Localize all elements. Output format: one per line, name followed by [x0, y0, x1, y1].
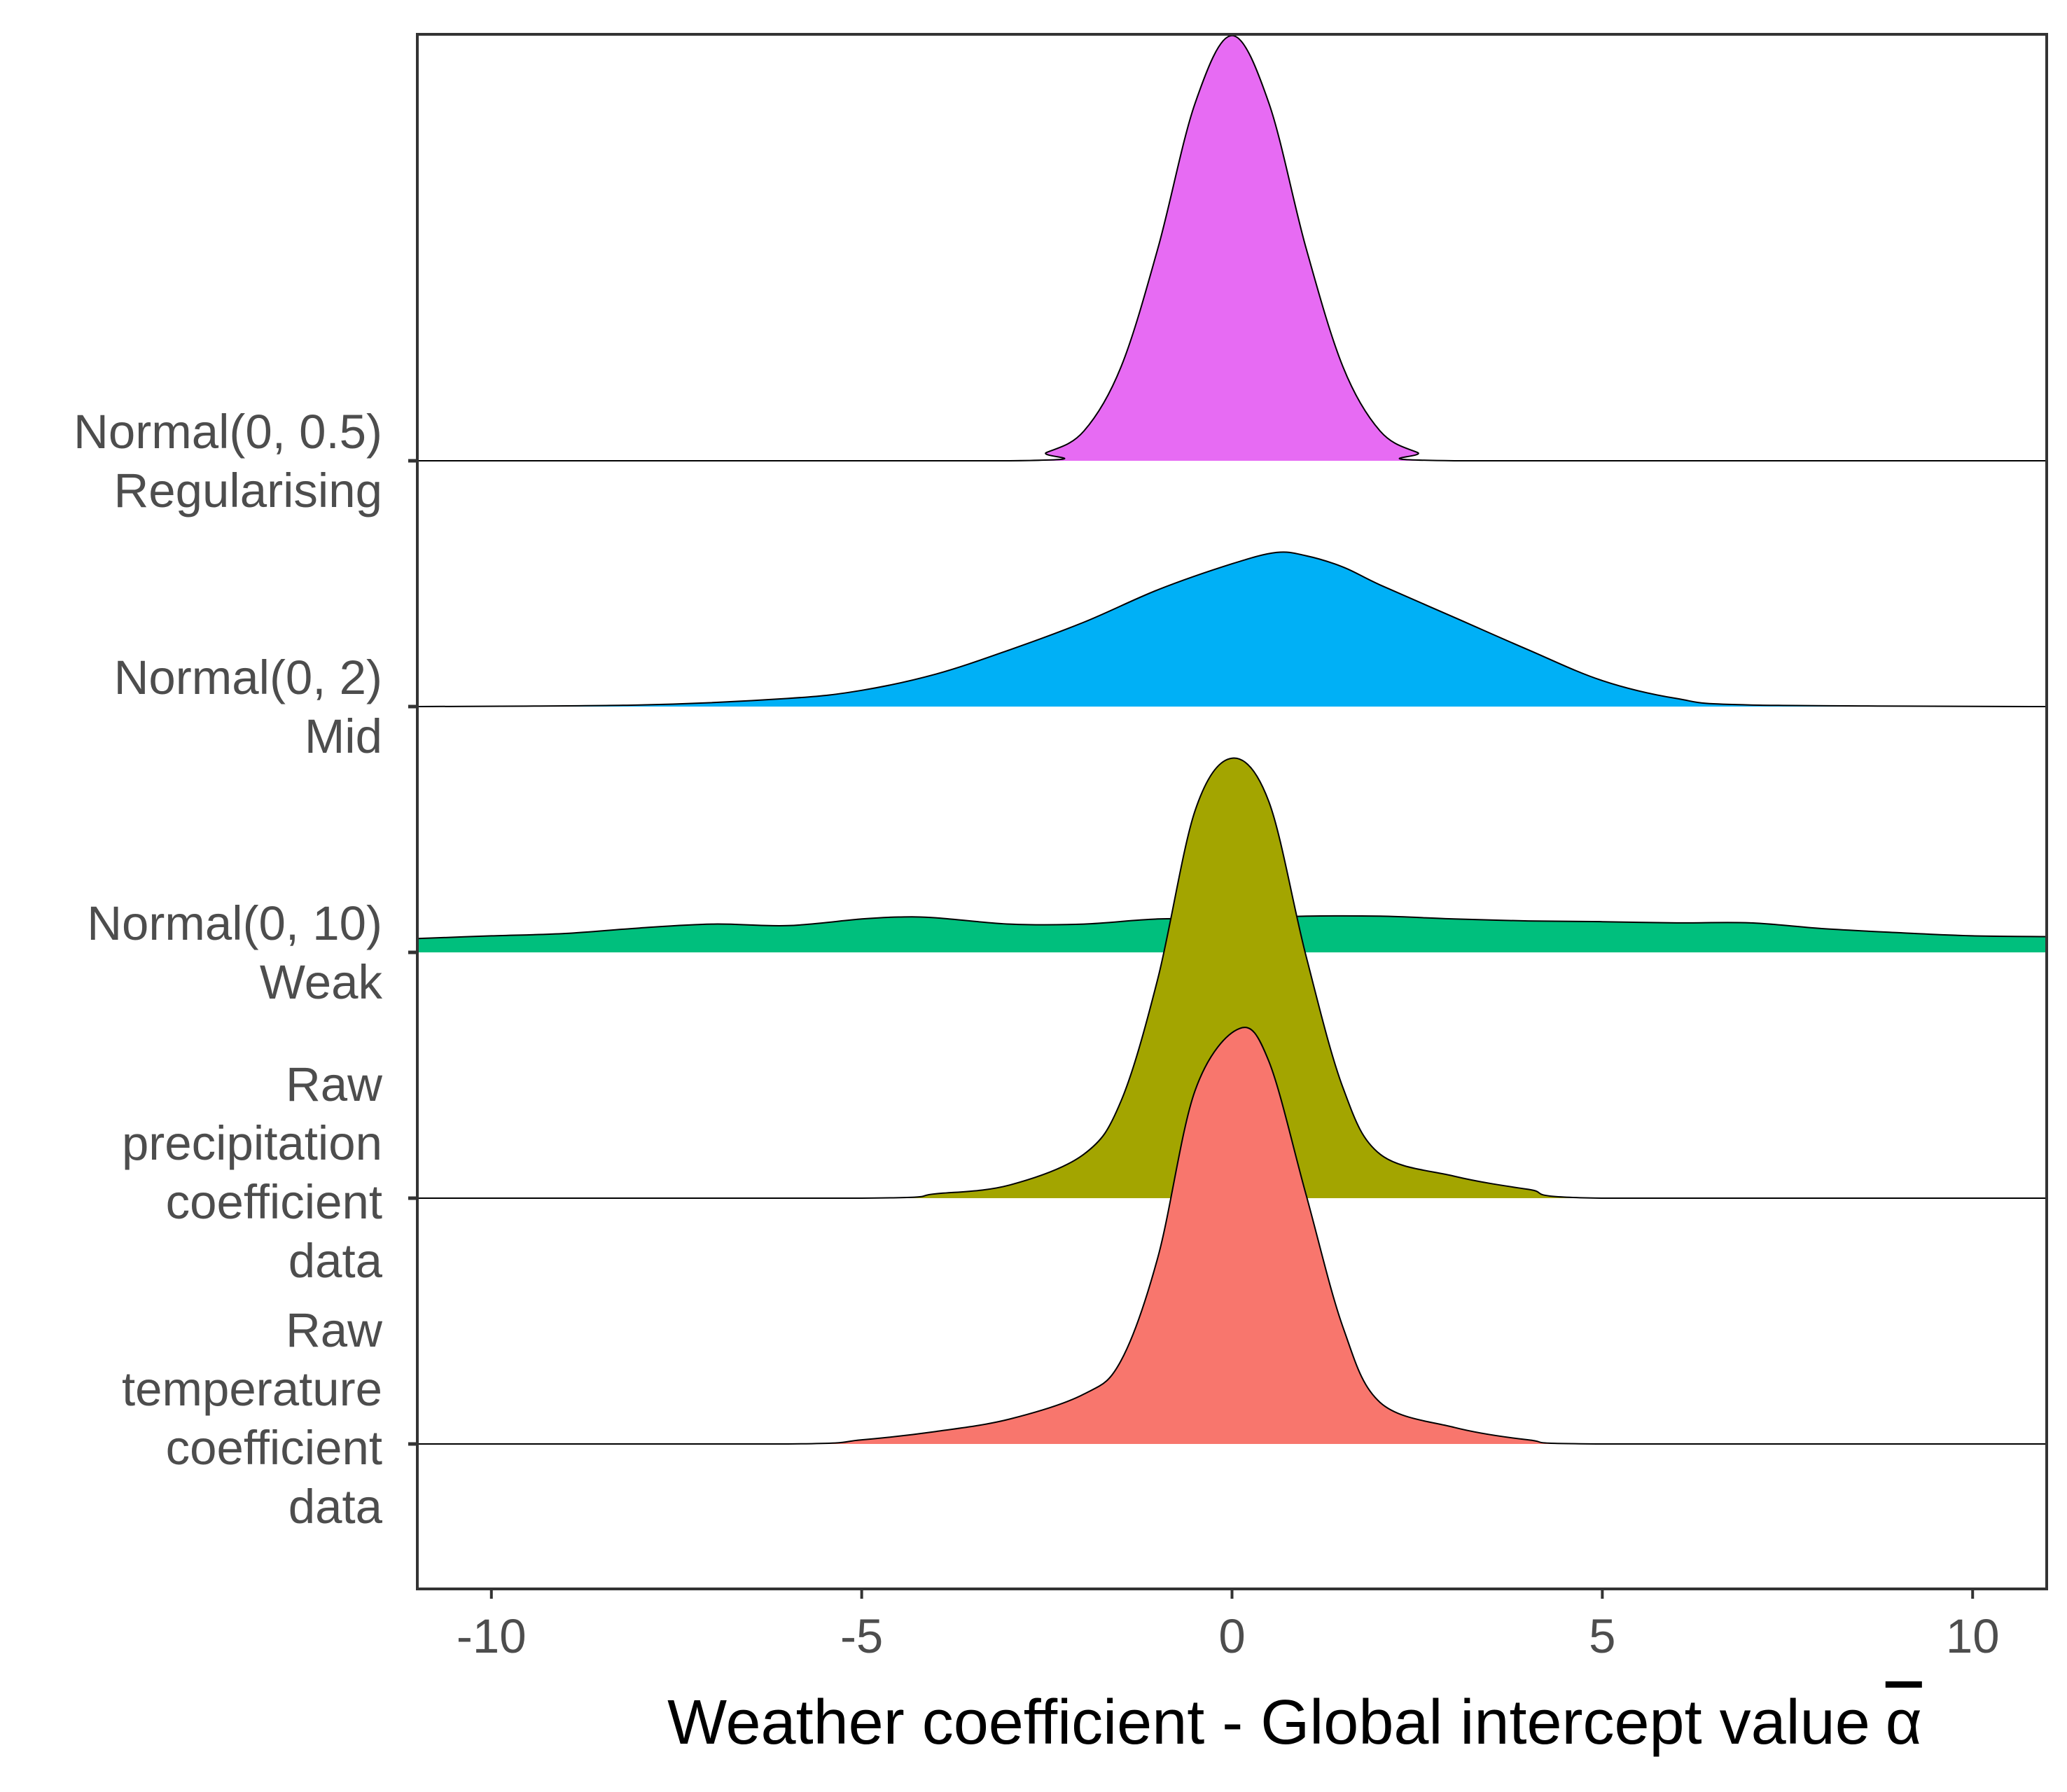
- ridge-area-1: [417, 35, 2047, 461]
- x-tick-label: -10: [457, 1609, 527, 1663]
- ridge-outline-4: [417, 757, 2047, 1200]
- y-tick-label-line: Normal(0, 0.5): [74, 405, 382, 459]
- y-tick-label-line: Normal(0, 10): [87, 896, 382, 950]
- y-tick-label-line: data: [288, 1234, 383, 1288]
- y-tick-label: Normal(0, 10) Weak: [87, 896, 382, 1009]
- y-tick-label: Raw temperature coefficient data: [122, 1303, 383, 1534]
- y-tick-label-line: Raw: [286, 1057, 382, 1111]
- y-tick-label-line: Mid: [305, 709, 382, 763]
- y-tick-label: Raw precipitation coefficient data: [122, 1057, 383, 1288]
- x-tick-label: 10: [1946, 1609, 2000, 1663]
- alpha-bar-symbol: α: [1886, 1688, 1922, 1758]
- ridge-outline-2: [417, 551, 2047, 707]
- y-tick-label-line: Normal(0, 2): [114, 651, 382, 704]
- y-tick-label-line: temperature: [122, 1362, 382, 1416]
- x-axis-title-text: Weather coefficient - Global intercept v…: [667, 1688, 1870, 1758]
- x-axis-title: Weather coefficient - Global intercept v…: [667, 1688, 1922, 1758]
- x-tick-label: 0: [1218, 1609, 1245, 1663]
- y-tick-label: Normal(0, 0.5) Regularising: [74, 405, 382, 518]
- y-tick-label: Normal(0, 2) Mid: [114, 651, 382, 763]
- x-tick-label: 5: [1589, 1609, 1615, 1663]
- y-tick-label-line: precipitation: [122, 1116, 382, 1170]
- ridge-outline-5: [417, 1027, 2047, 1445]
- ridges-layer: [417, 34, 2047, 1445]
- y-tick-label-line: coefficient: [166, 1421, 382, 1475]
- ridge-area-4: [417, 758, 2047, 1198]
- y-tick-label-line: coefficient: [166, 1175, 382, 1229]
- y-tick-label-line: Regularising: [113, 464, 382, 518]
- ridge-area-5: [417, 1027, 2047, 1444]
- x-axis: -10 -5 0 5 10: [457, 1589, 2000, 1663]
- y-tick-label-line: Raw: [286, 1303, 382, 1357]
- y-tick-label-line: Weak: [260, 955, 383, 1009]
- y-axis: Normal(0, 0.5) Regularising Normal(0, 2) Mi…: [74, 405, 417, 1534]
- y-tick-label-line: data: [288, 1480, 383, 1534]
- x-tick-label: -5: [840, 1609, 883, 1663]
- ridge-area-2: [417, 552, 2047, 707]
